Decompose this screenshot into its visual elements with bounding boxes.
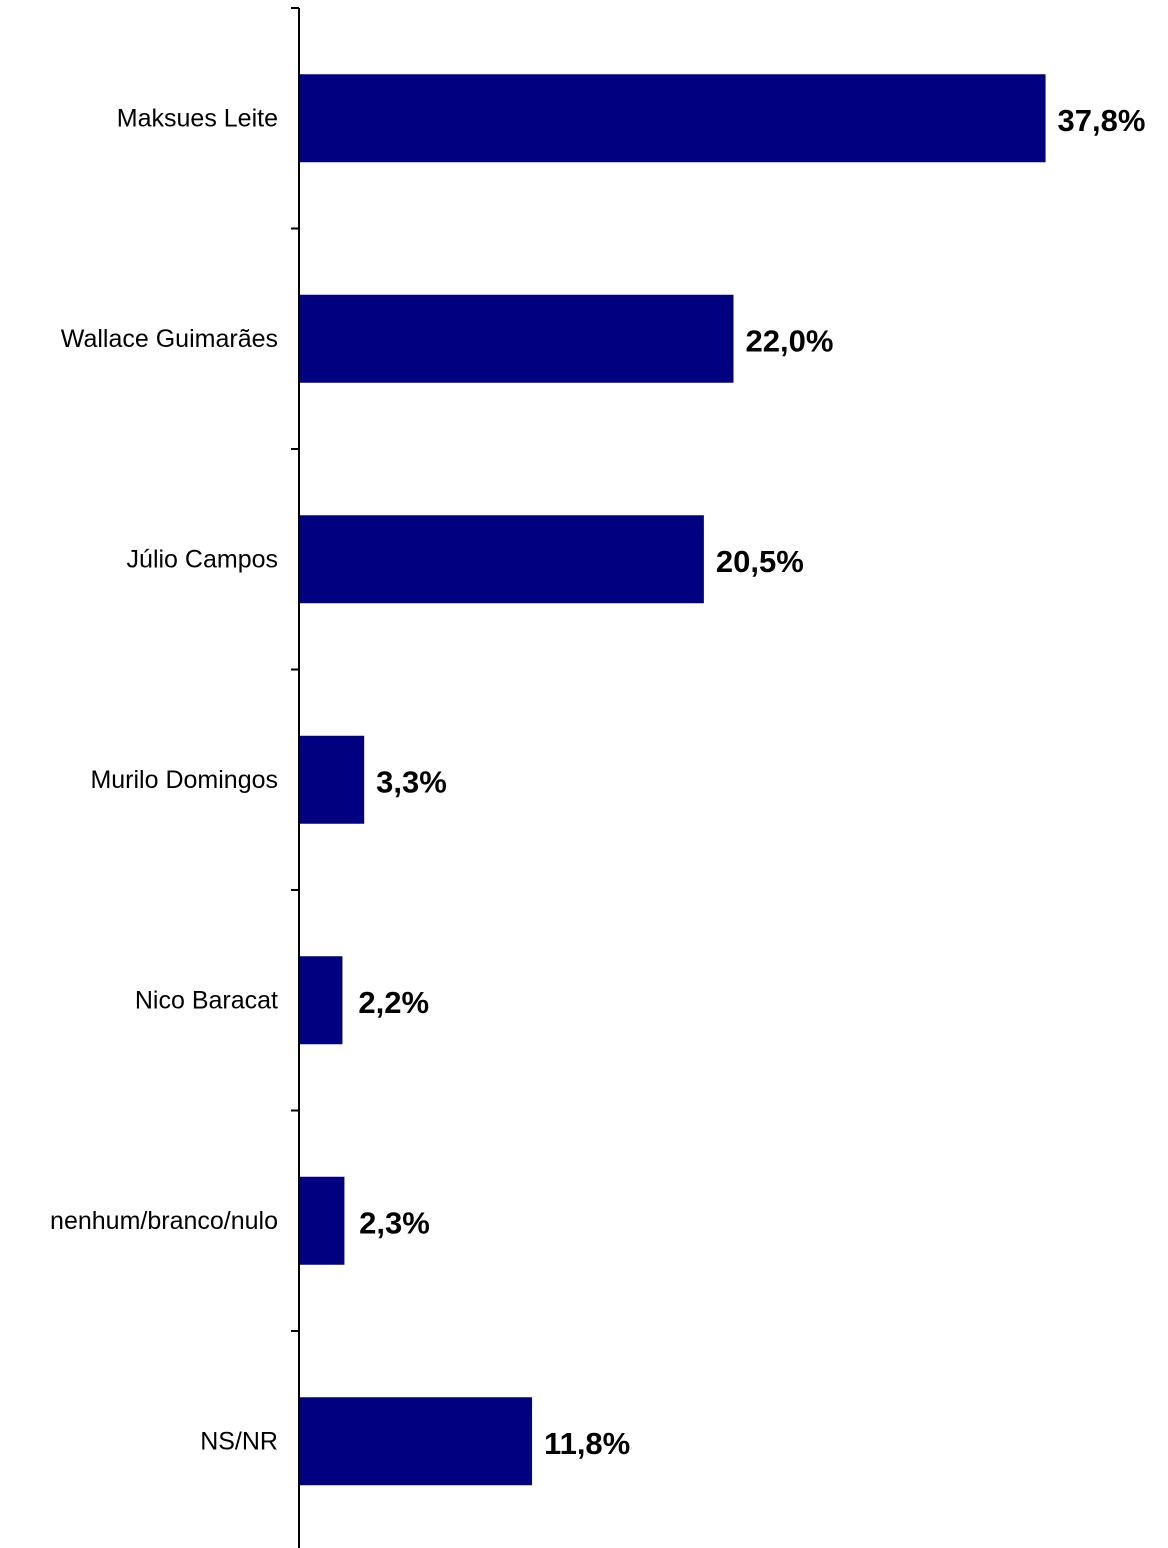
bar-5 (299, 956, 343, 1045)
category-label-2: Wallace Guimarães (61, 325, 278, 353)
bars-group (299, 74, 1046, 1486)
value-labels-group: 37,8% 22,0% 20,5% 3,3% 2,2% 2,3% 11,8% (358, 103, 1145, 1461)
category-label-3: Júlio Campos (127, 545, 278, 573)
category-label-7: NS/NR (200, 1427, 278, 1455)
value-label-4: 3,3% (376, 764, 447, 799)
category-label-1: Maksues Leite (117, 104, 278, 132)
category-label-4: Murilo Domingos (90, 766, 278, 794)
value-label-2: 22,0% (746, 323, 834, 358)
value-label-3: 20,5% (716, 544, 804, 579)
value-label-6: 2,3% (359, 1205, 430, 1240)
bar-6 (299, 1176, 345, 1265)
category-labels-group: Maksues Leite Wallace Guimarães Júlio Camp… (50, 104, 278, 1455)
bar-2 (299, 294, 734, 383)
value-label-1: 37,8% (1058, 103, 1146, 138)
value-label-7: 11,8% (544, 1426, 630, 1461)
bar-1 (299, 74, 1046, 163)
value-label-5: 2,2% (358, 985, 429, 1020)
bar-3 (299, 515, 704, 604)
bar-7 (299, 1397, 533, 1486)
category-axis (291, 7, 300, 1548)
category-label-6: nenhum/branco/nulo (50, 1207, 278, 1235)
category-label-5: Nico Baracat (135, 986, 278, 1014)
bar-4 (299, 735, 365, 824)
